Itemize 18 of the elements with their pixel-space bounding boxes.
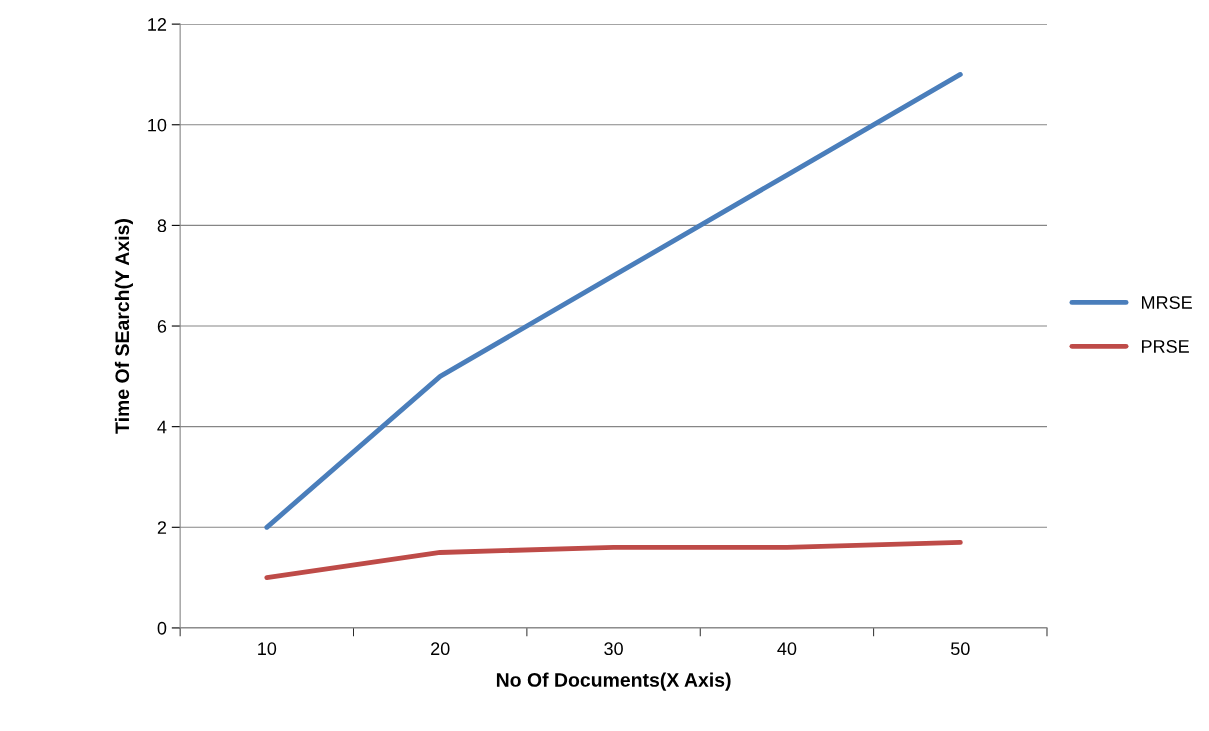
y-axis-title: Time Of SEarch(Y Axis): [114, 219, 133, 434]
line-series: [264, 72, 963, 530]
x-tick-label: 30: [604, 642, 623, 656]
x-tick-label: 10: [258, 642, 277, 656]
legend-label: MRSE: [1142, 296, 1192, 309]
x-axis-title: No Of Documents(X Axis): [496, 672, 731, 691]
y-tick-label: 12: [148, 18, 167, 31]
legend-label: PRSE: [1142, 340, 1189, 353]
x-tick-label: 40: [777, 642, 797, 656]
y-tick-label: 4: [157, 420, 167, 434]
y-tick-label: 2: [157, 521, 167, 534]
line-series: [264, 539, 963, 581]
y-tick-label: 6: [157, 319, 167, 333]
x-tick-label: 20: [431, 642, 450, 656]
y-tick-label: 8: [157, 219, 167, 233]
x-tick-label: 50: [950, 642, 970, 656]
y-tick-label: 0: [157, 621, 167, 635]
y-tick-label: 10: [148, 118, 167, 132]
